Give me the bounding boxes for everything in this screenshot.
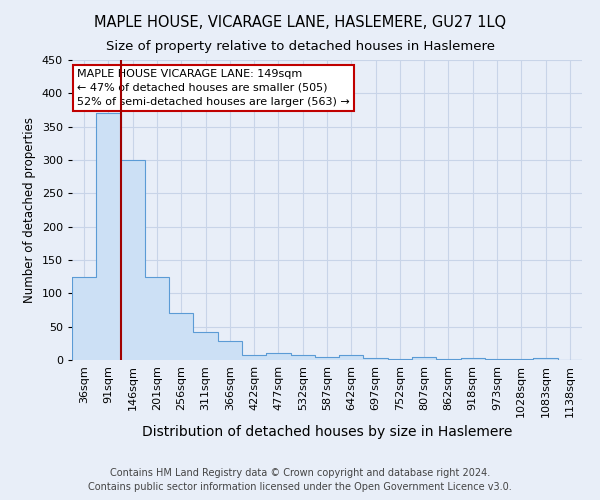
Y-axis label: Number of detached properties: Number of detached properties — [23, 117, 36, 303]
Text: Size of property relative to detached houses in Haslemere: Size of property relative to detached ho… — [106, 40, 494, 53]
X-axis label: Distribution of detached houses by size in Haslemere: Distribution of detached houses by size … — [142, 425, 512, 439]
Text: MAPLE HOUSE, VICARAGE LANE, HASLEMERE, GU27 1LQ: MAPLE HOUSE, VICARAGE LANE, HASLEMERE, G… — [94, 15, 506, 30]
Text: MAPLE HOUSE VICARAGE LANE: 149sqm
← 47% of detached houses are smaller (505)
52%: MAPLE HOUSE VICARAGE LANE: 149sqm ← 47% … — [77, 69, 350, 107]
Text: Contains HM Land Registry data © Crown copyright and database right 2024.
Contai: Contains HM Land Registry data © Crown c… — [88, 468, 512, 492]
